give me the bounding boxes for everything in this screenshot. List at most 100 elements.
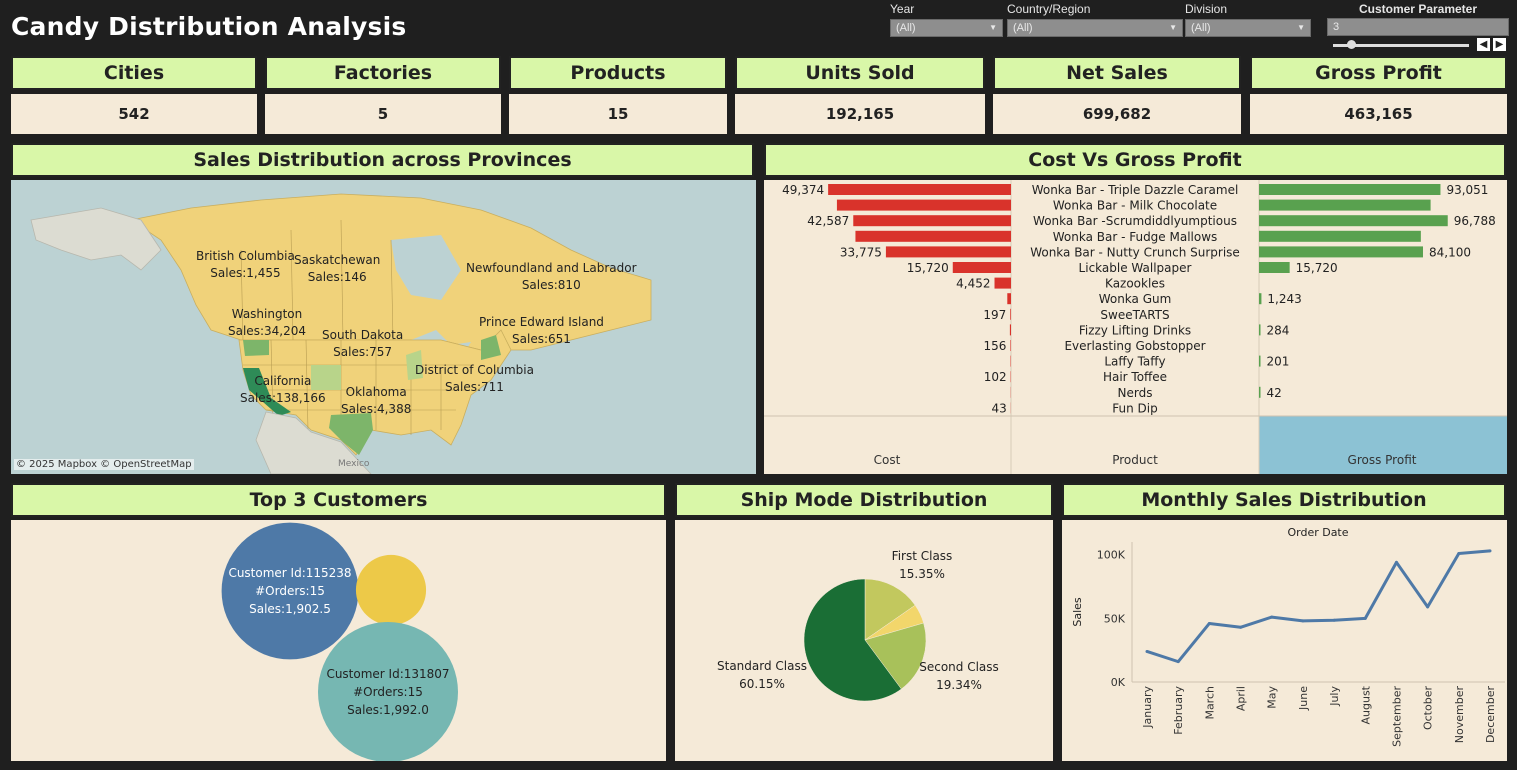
map-label-name: California <box>254 374 312 388</box>
oklahoma-texas-region <box>329 413 373 455</box>
x-tick-label: January <box>1141 686 1154 729</box>
map-label[interactable]: Saskatchewan Sales:146 <box>294 252 380 286</box>
map-label-sales: Sales:810 <box>521 278 581 292</box>
product-label: Nerds <box>1118 386 1153 400</box>
map-label-name: Washington <box>231 307 303 321</box>
monthly-sales-title: Monthly Sales Distribution <box>1062 483 1506 517</box>
line-svg: Order Date Sales 0K 50K 100K January February M… <box>1071 526 1505 747</box>
map-label-name: Prince Edward Island <box>479 315 604 329</box>
x-tick-label: December <box>1484 686 1497 744</box>
sales-point <box>1394 560 1398 564</box>
map-label[interactable]: Oklahoma Sales:4,388 <box>341 384 411 418</box>
chevron-down-icon: ▼ <box>1297 23 1305 32</box>
top-customers-title: Top 3 Customers <box>11 483 666 517</box>
map-mexico-label: Mexico <box>338 459 370 469</box>
filter-label: Year <box>890 2 915 16</box>
x-tick-label: May <box>1266 686 1279 709</box>
filter-year[interactable]: Year (All) ▼ <box>890 2 1003 37</box>
sales-point <box>1239 625 1243 629</box>
product-label: Fun Dip <box>1112 401 1157 415</box>
map-attribution: © 2025 Mapbox © OpenStreetMap <box>14 459 194 470</box>
filter-country-dropdown[interactable]: (All) ▼ <box>1007 19 1183 37</box>
customer-bubble <box>355 554 427 626</box>
filter-division-dropdown[interactable]: (All) ▼ <box>1185 19 1311 37</box>
chevron-down-icon: ▼ <box>1169 23 1177 32</box>
product-label: Lickable Wallpaper <box>1079 261 1192 275</box>
sales-line <box>1146 549 1491 664</box>
top-customers-chart[interactable]: Customer Id:115238 #Orders:15 Sales:1,902.… <box>11 520 666 762</box>
pie-slice-percent: 60.15% <box>739 677 785 691</box>
cost-bar <box>1010 340 1011 351</box>
bubble-label-orders: #Orders:15 <box>255 584 325 598</box>
line-subtitle: Order Date <box>1287 526 1348 539</box>
map-label-name: District of Columbia <box>415 363 534 377</box>
product-label: Laffy Taffy <box>1104 355 1165 369</box>
filter-country[interactable]: Country/Region (All) ▼ <box>1007 2 1183 37</box>
monthly-sales-chart[interactable]: Order Date Sales 0K 50K 100K January February M… <box>1062 520 1507 761</box>
sales-point <box>1176 660 1180 664</box>
line-ylabel: Sales <box>1071 597 1084 627</box>
sales-map[interactable]: British Columbia Sales:1,455 Saskatchewan S… <box>11 180 756 474</box>
x-tick-label: March <box>1203 686 1216 720</box>
map-label[interactable]: British Columbia Sales:1,455 <box>196 248 295 282</box>
increment-button[interactable]: ▶ <box>1493 38 1506 51</box>
map-label-sales: Sales:757 <box>333 345 393 359</box>
cost-profit-chart[interactable]: 49,374 Wonka Bar - Triple Dazzle Caramel 9… <box>764 180 1507 474</box>
x-tick-label: September <box>1390 686 1403 747</box>
pie-svg: Standard Class 60.15% Second Class 19.34% Fi… <box>717 549 999 702</box>
map-label-sales: Sales:711 <box>445 380 504 394</box>
product-label: Wonka Bar - Fudge Mallows <box>1053 230 1218 244</box>
kpi-label-net-sales: Net Sales <box>993 56 1241 90</box>
column-header: Gross Profit <box>1348 453 1417 467</box>
profit-bar <box>1259 324 1261 336</box>
pie-slice <box>803 578 902 702</box>
sales-point <box>1363 616 1367 620</box>
cost-data-label: 156 <box>984 339 1007 353</box>
map-label-sales: Sales:138,166 <box>240 391 326 405</box>
filter-division[interactable]: Division (All) ▼ <box>1185 2 1311 37</box>
parameter-slider-handle[interactable] <box>1346 40 1356 49</box>
pie-slice-name: Standard Class <box>717 659 807 673</box>
bubble-label-orders: #Orders:15 <box>353 685 423 699</box>
sales-point <box>1145 649 1149 653</box>
map-label[interactable]: Newfoundland and Labrador Sales:810 <box>466 260 637 294</box>
east-region <box>481 335 501 360</box>
parameter-input[interactable]: 3 <box>1327 18 1509 36</box>
product-label: Wonka Bar - Triple Dazzle Caramel <box>1032 183 1239 197</box>
parameter-slider-track[interactable] <box>1333 44 1469 47</box>
mid-region <box>311 365 341 390</box>
map-svg <box>11 180 756 474</box>
cost-profit-svg: 49,374 Wonka Bar - Triple Dazzle Caramel 9… <box>764 180 1507 474</box>
customer-parameter[interactable]: Customer Parameter 3 ◀ ▶ <box>1327 2 1509 52</box>
map-label-sales: Sales:146 <box>307 270 367 284</box>
sales-point <box>1426 605 1430 609</box>
map-label[interactable]: Prince Edward Island Sales:651 <box>479 314 604 348</box>
profit-data-label: 96,788 <box>1454 214 1496 228</box>
map-label[interactable]: Washington Sales:34,204 <box>228 306 306 340</box>
sales-point <box>1457 551 1461 555</box>
cost-data-label: 15,720 <box>907 261 949 275</box>
pie-slice-name: First Class <box>892 549 953 563</box>
profit-data-label: 201 <box>1267 355 1290 369</box>
kpi-label-factories: Factories <box>265 56 501 90</box>
map-label-sales: Sales:651 <box>512 332 571 346</box>
kpi-value-gross-profit: 463,165 <box>1250 94 1507 134</box>
x-tick-label: October <box>1422 686 1435 730</box>
filter-year-dropdown[interactable]: (All) ▼ <box>890 19 1003 37</box>
sales-point <box>1270 615 1274 619</box>
customer-bubble <box>318 622 458 762</box>
parameter-label: Customer Parameter <box>1358 2 1478 16</box>
cost-bar <box>836 199 1011 211</box>
alaska-land <box>30 207 162 271</box>
product-label: SweeTARTS <box>1100 308 1169 322</box>
kpi-value-factories: 5 <box>265 94 501 134</box>
ship-mode-chart[interactable]: Standard Class 60.15% Second Class 19.34% Fi… <box>675 520 1053 761</box>
kpi-value-units-sold: 192,165 <box>735 94 985 134</box>
profit-bar <box>1259 215 1448 227</box>
map-label[interactable]: California Sales:138,166 <box>240 373 326 407</box>
map-label[interactable]: South Dakota Sales:757 <box>322 327 403 361</box>
map-label[interactable]: District of Columbia Sales:711 <box>415 362 534 396</box>
profit-data-label: 1,243 <box>1267 292 1301 306</box>
decrement-button[interactable]: ◀ <box>1477 38 1490 51</box>
map-label-name: Newfoundland and Labrador <box>466 261 637 275</box>
